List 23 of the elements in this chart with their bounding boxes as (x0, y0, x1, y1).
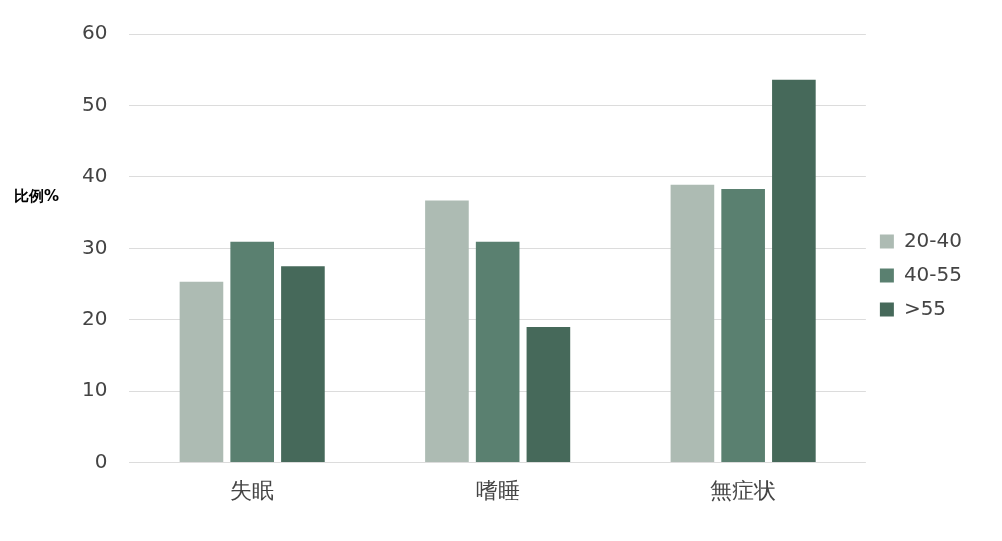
bar (772, 79, 816, 463)
x-tick-label: 嗜睡 (475, 477, 520, 503)
x-tick-label: 無症状 (710, 477, 777, 503)
y-axis-title: 比例% (14, 186, 60, 205)
y-tick-label: 10 (82, 377, 108, 402)
bar (670, 184, 715, 463)
bar (230, 241, 274, 463)
bar (281, 266, 325, 463)
bar (179, 281, 224, 463)
y-tick-label: 0 (94, 448, 108, 473)
y-tick-label: 40 (82, 163, 108, 188)
y-tick-label: 50 (82, 91, 108, 116)
bar (475, 241, 520, 463)
legend-label: 40-55 (903, 261, 963, 286)
bar (721, 189, 765, 463)
x-tick-label: 失眠 (230, 477, 275, 503)
legend-label: >55 (903, 295, 947, 320)
bar (526, 326, 571, 463)
y-tick-label: 60 (82, 20, 108, 45)
y-tick-label: 20 (82, 305, 108, 330)
legend-label: 20-40 (903, 227, 963, 252)
bar (425, 200, 469, 463)
y-tick-label: 30 (82, 234, 108, 259)
